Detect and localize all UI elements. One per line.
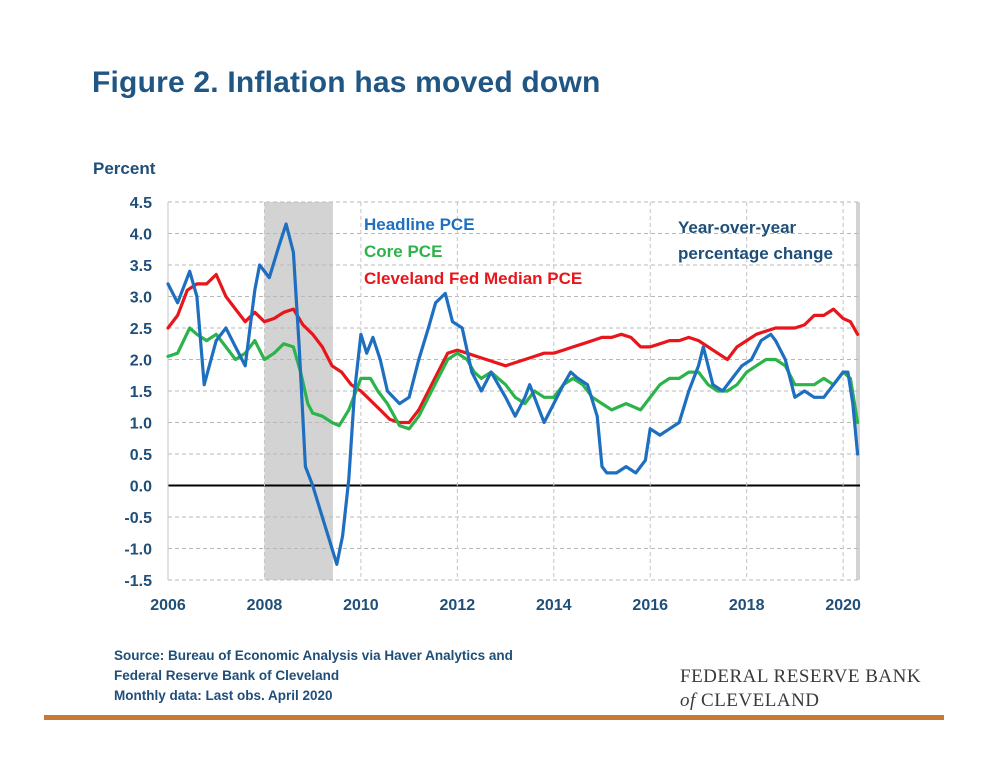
x-tick-label: 2020 bbox=[825, 597, 861, 614]
x-tick-label: 2008 bbox=[247, 597, 283, 614]
source-line-1: Source: Bureau of Economic Analysis via … bbox=[114, 648, 513, 663]
logo-cleveland: CLEVELAND bbox=[701, 690, 820, 711]
legend-label-headline-pce: Headline PCE bbox=[364, 215, 475, 234]
y-tick-labels: 4.5 4.0 3.5 3.0 2.5 2.0 1.5 1.0 0.5 0.0 -0.5 -1.0 -1… bbox=[124, 195, 152, 590]
y-tick-label: 2.0 bbox=[130, 353, 152, 370]
annotation: Year-over-year percentage change bbox=[678, 218, 833, 263]
y-tick-label: 0.5 bbox=[130, 447, 152, 464]
y-tick-label: 4.0 bbox=[130, 227, 152, 244]
logo-of: of bbox=[680, 690, 696, 711]
series-line-cleveland-fed-median-pce bbox=[166, 272, 860, 425]
series-line-headline-pce bbox=[166, 222, 860, 566]
y-tick-label: 1.5 bbox=[130, 384, 152, 401]
x-tick-label: 2014 bbox=[536, 597, 572, 614]
y-tick-label: -1.5 bbox=[124, 573, 152, 590]
x-tick-label: 2016 bbox=[632, 597, 668, 614]
y-tick-label: 1.0 bbox=[130, 416, 152, 433]
footer-rule bbox=[44, 715, 944, 720]
y-tick-label: 3.0 bbox=[130, 290, 152, 307]
chart-title: Figure 2. Inflation has moved down bbox=[92, 66, 601, 99]
source-line-3: Monthly data: Last obs. April 2020 bbox=[114, 688, 333, 703]
legend-label-core-pce: Core PCE bbox=[364, 242, 442, 261]
series-lines bbox=[166, 222, 860, 566]
y-tick-label: 3.5 bbox=[130, 258, 152, 275]
x-tick-label: 2010 bbox=[343, 597, 379, 614]
source-line-2: Federal Reserve Bank of Cleveland bbox=[114, 668, 340, 683]
x-tick-labels: 2006 2008 2010 2012 2014 2016 2018 2020 bbox=[150, 597, 861, 614]
inflation-line-chart: Percent 4.5 4.0 3.5 3.0 2.5 2.0 1.5 1.0 0.5 0.0 -0… bbox=[93, 159, 861, 614]
annotation-line: Year-over-year bbox=[678, 218, 797, 237]
y-tick-label: -0.5 bbox=[124, 510, 152, 527]
y-tick-label: 2.5 bbox=[130, 321, 152, 338]
y-tick-label: -1.0 bbox=[124, 542, 152, 559]
logo-text-line-1: FEDERAL RESERVE BANK bbox=[680, 666, 922, 687]
legend-label-cleveland-fed-median-pce: Cleveland Fed Median PCE bbox=[364, 269, 582, 288]
x-tick-label: 2006 bbox=[150, 597, 186, 614]
x-tick-label: 2018 bbox=[729, 597, 765, 614]
x-tick-label: 2012 bbox=[440, 597, 476, 614]
y-axis-label: Percent bbox=[93, 159, 156, 178]
series-line-core-pce bbox=[166, 326, 860, 431]
logo-text-line-2: of CLEVELAND bbox=[680, 690, 820, 712]
legend: Headline PCE Core PCE Cleveland Fed Median… bbox=[364, 215, 582, 288]
annotation-line: percentage change bbox=[678, 244, 833, 263]
y-tick-label: 4.5 bbox=[130, 195, 152, 212]
y-tick-label: 0.0 bbox=[130, 479, 152, 496]
